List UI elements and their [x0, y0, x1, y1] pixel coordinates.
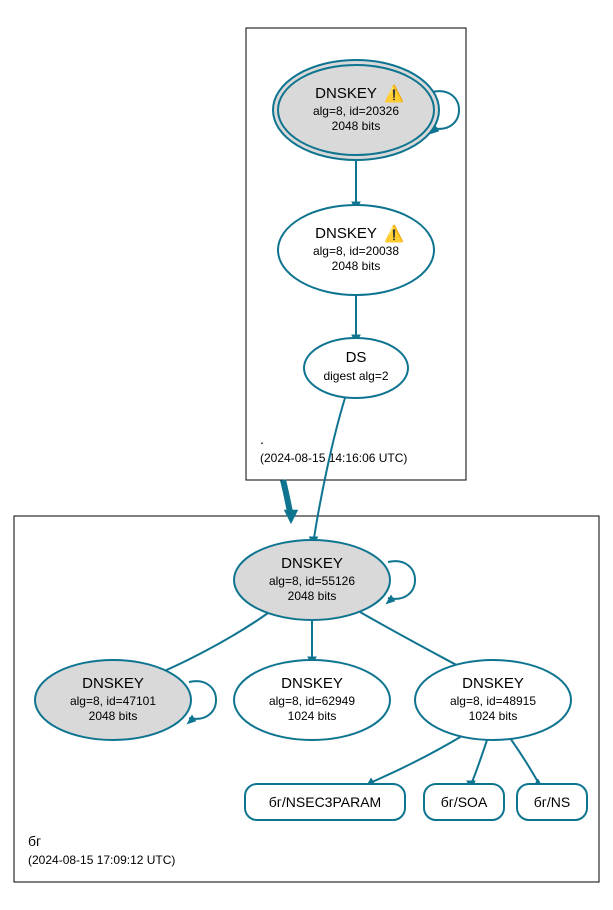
leaf-nsec3: бг/NSEC3PARAM — [245, 784, 405, 820]
node-title: DNSKEY — [315, 225, 377, 242]
node-line2: alg=8, id=20326 — [313, 104, 399, 118]
edge — [150, 613, 268, 677]
leaf-ns: бг/NS — [517, 784, 587, 820]
edge — [360, 612, 462, 668]
node-title: DS — [346, 349, 367, 366]
node-title: DNSKEY — [281, 675, 343, 692]
node-line2: digest alg=2 — [323, 369, 388, 383]
node-root_ksk: DNSKEY ⚠️alg=8, id=203262048 bits — [273, 60, 439, 160]
node-root_zsk: DNSKEY ⚠️alg=8, id=200382048 bits — [278, 205, 434, 295]
node-line3: 2048 bits — [332, 259, 381, 273]
zone-delegation-edge — [283, 480, 290, 512]
zone-label-bg: бг — [28, 833, 41, 849]
node-title: DNSKEY — [462, 675, 524, 692]
zone-label-root: . — [260, 431, 264, 447]
edge — [314, 398, 345, 538]
node-bg_key3: DNSKEY alg=8, id=629491024 bits — [234, 660, 390, 740]
leaf-label: бг/NS — [534, 794, 570, 810]
warning-icon: ⚠️ — [384, 224, 404, 243]
leaf-label: бг/SOA — [441, 794, 488, 810]
warning-icon: ⚠️ — [384, 84, 404, 103]
leaf-label: бг/NSEC3PARAM — [269, 794, 381, 810]
self-loop-edge — [189, 681, 216, 719]
node-bg_key2: DNSKEY alg=8, id=471012048 bits — [35, 660, 191, 740]
node-line2: alg=8, id=48915 — [450, 694, 536, 708]
zone-timestamp-root: (2024-08-15 14:16:06 UTC) — [260, 451, 407, 465]
node-line3: 2048 bits — [89, 709, 138, 723]
node-bg_key4: DNSKEY alg=8, id=489151024 bits — [415, 660, 571, 740]
node-title: DNSKEY — [315, 85, 377, 102]
edge — [372, 736, 462, 782]
edge — [510, 738, 538, 782]
node-line2: alg=8, id=47101 — [70, 694, 156, 708]
self-loop-edge — [388, 561, 415, 599]
node-bg_ksk: DNSKEY alg=8, id=551262048 bits — [234, 540, 390, 620]
node-line3: 1024 bits — [288, 709, 337, 723]
node-root_ds: DS digest alg=2 — [304, 338, 408, 398]
node-line3: 1024 bits — [469, 709, 518, 723]
node-line3: 2048 bits — [332, 119, 381, 133]
leaf-soa: бг/SOA — [424, 784, 504, 820]
node-line2: alg=8, id=20038 — [313, 244, 399, 258]
node-line3: 2048 bits — [288, 589, 337, 603]
node-title: DNSKEY — [82, 675, 144, 692]
node-line2: alg=8, id=62949 — [269, 694, 355, 708]
node-line2: alg=8, id=55126 — [269, 574, 355, 588]
node-title: DNSKEY — [281, 555, 343, 572]
edge — [472, 740, 487, 782]
zone-timestamp-bg: (2024-08-15 17:09:12 UTC) — [28, 853, 175, 867]
